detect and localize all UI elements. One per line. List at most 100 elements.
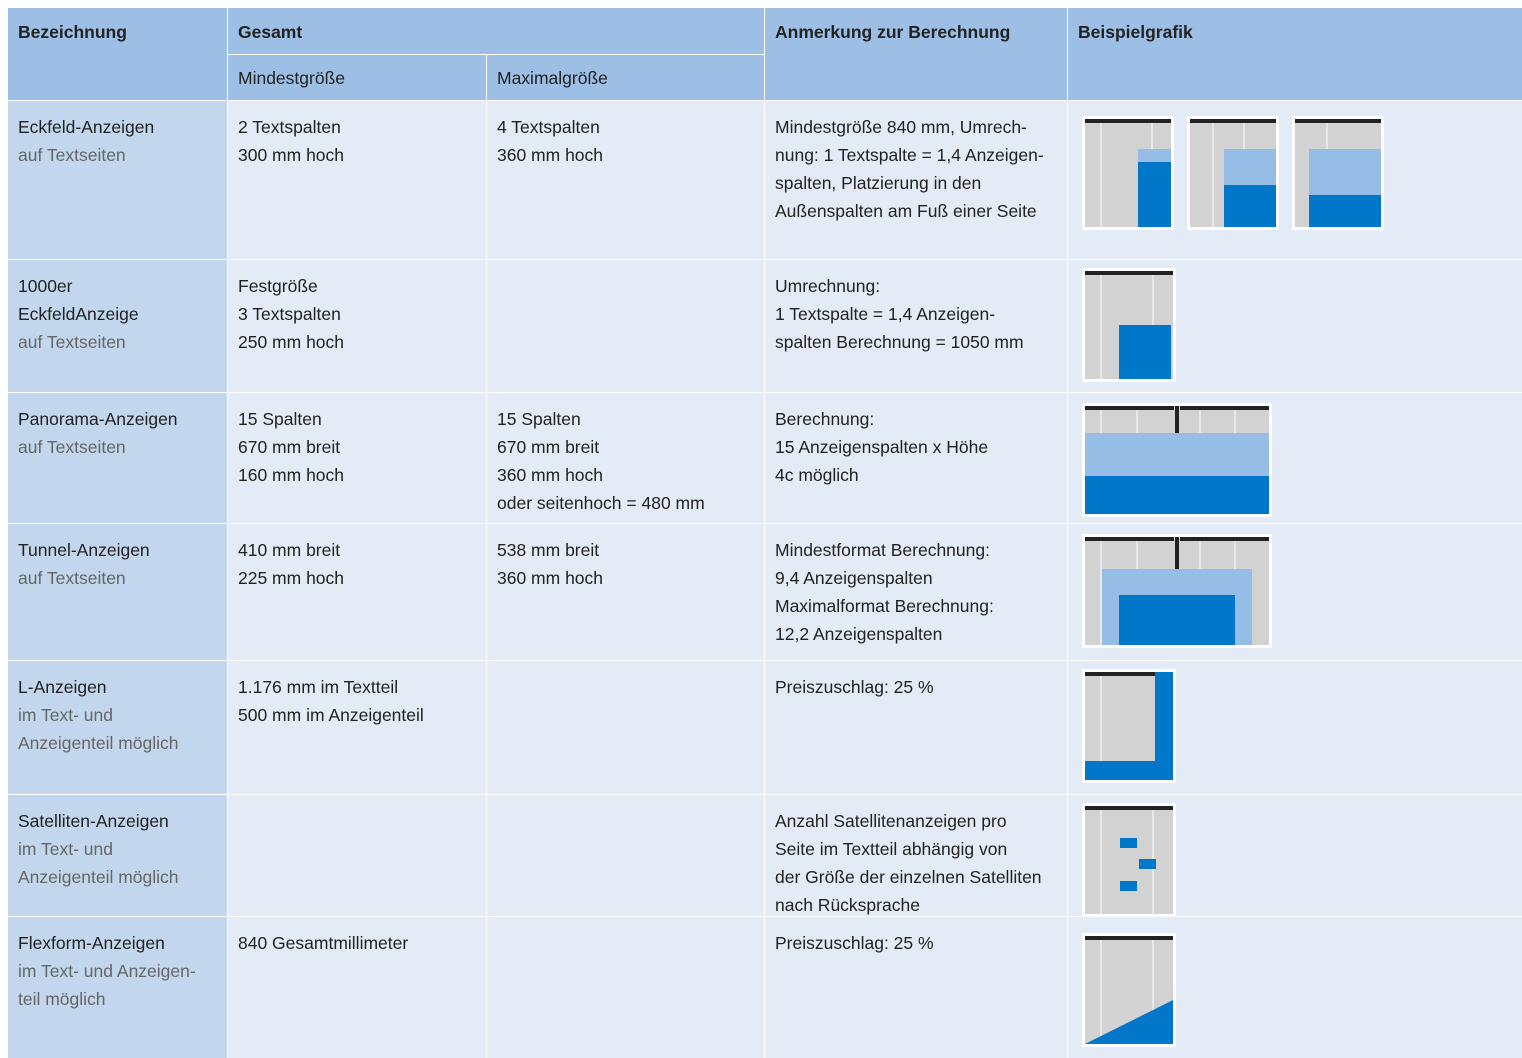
row-subtitle: auf Textseiten <box>18 568 126 588</box>
eckfeld-mid-graphic <box>1186 116 1279 230</box>
max-line: oder seitenhoch = 480 mm <box>497 493 705 513</box>
panorama-graphic <box>1082 403 1272 517</box>
min-line: 500 mm im Anzeigenteil <box>238 705 424 725</box>
note-line: 4c möglich <box>775 465 859 485</box>
min-line: Festgröße <box>238 276 318 296</box>
cell-min: 840 Gesamtmillimeter <box>228 917 486 1058</box>
row-label-panorama: Panorama-Anzeigen auf Textseiten <box>8 393 227 523</box>
row-subtitle: Anzeigenteil möglich <box>18 733 179 753</box>
row-title: Panorama-Anzeigen <box>18 409 178 429</box>
cell-grafik-flexform <box>1068 917 1522 1058</box>
cell-max <box>487 917 764 1058</box>
header-bezeichnung: Bezeichnung <box>8 8 227 100</box>
note-line: Seite im Textteil abhängig von <box>775 839 1008 859</box>
row-subtitle: im Text- und <box>18 705 113 725</box>
row-subtitle: im Text- und Anzeigen- <box>18 961 196 981</box>
row-title: L-Anzeigen <box>18 677 107 697</box>
row-subtitle: im Text- und <box>18 839 113 859</box>
note-line: nach Rücksprache <box>775 895 920 915</box>
note-line: 1 Textspalte = 1,4 Anzeigen- <box>775 304 996 324</box>
row-title: 1000er <box>18 276 73 296</box>
eckfeld-min-graphic <box>1082 116 1174 230</box>
cell-grafik-panorama <box>1068 393 1522 523</box>
note-line: Berechnung: <box>775 409 875 429</box>
min-line: 670 mm breit <box>238 437 341 457</box>
cell-note: Berechnung: 15 Anzeigenspalten x Höhe 4c… <box>765 393 1067 523</box>
eckfeld-max-graphic <box>1291 116 1384 230</box>
cell-max <box>487 661 764 794</box>
min-line: 1.176 mm im Textteil <box>238 677 399 697</box>
max-line: 670 mm breit <box>497 437 600 457</box>
row-label-tunnel: Tunnel-Anzeigen auf Textseiten <box>8 524 227 660</box>
max-line: 4 Textspalten <box>497 117 600 137</box>
cell-min: 15 Spalten 670 mm breit 160 mm hoch <box>228 393 486 523</box>
row-subtitle: auf Textseiten <box>18 332 126 352</box>
note-line: Mindestgröße 840 mm, Umrech- <box>775 117 1027 137</box>
min-line: 410 mm breit <box>238 540 341 560</box>
row-label-1000er: 1000er EckfeldAnzeige auf Textseiten <box>8 260 227 392</box>
note-line: spalten, Platzierung in den <box>775 173 982 193</box>
note-line: Preiszuschlag: 25 % <box>775 677 934 697</box>
min-line: 300 mm hoch <box>238 145 345 165</box>
max-line: 360 mm hoch <box>497 145 604 165</box>
note-line: 12,2 Anzeigenspalten <box>775 624 943 644</box>
row-label-eckfeld: Eckfeld-Anzeigen auf Textseiten <box>8 101 227 259</box>
flexform-graphic <box>1082 933 1176 1047</box>
cell-max: 538 mm breit 360 mm hoch <box>487 524 764 660</box>
cell-note: Mindestgröße 840 mm, Umrech- nung: 1 Tex… <box>765 101 1067 259</box>
row-label-satelliten: Satelliten-Anzeigen im Text- und Anzeige… <box>8 795 227 916</box>
note-line: spalten Berechnung = 1050 mm <box>775 332 1024 352</box>
row-subtitle: auf Textseiten <box>18 145 126 165</box>
cell-note: Anzahl Satellitenanzeigen pro Seite im T… <box>765 795 1067 916</box>
min-line: 840 Gesamtmillimeter <box>238 933 409 953</box>
header-beispielgrafik: Beispielgrafik <box>1068 8 1522 100</box>
row-subtitle: Anzeigenteil möglich <box>18 867 179 887</box>
note-line: nung: 1 Textspalte = 1,4 Anzeigen- <box>775 145 1044 165</box>
note-line: Preiszuschlag: 25 % <box>775 933 934 953</box>
row-subtitle: auf Textseiten <box>18 437 126 457</box>
note-line: Mindestformat Berechnung: <box>775 540 990 560</box>
cell-max <box>487 260 764 392</box>
cell-max: 15 Spalten 670 mm breit 360 mm hoch oder… <box>487 393 764 523</box>
cell-min: Festgröße 3 Textspalten 250 mm hoch <box>228 260 486 392</box>
note-line: der Größe der einzelnen Satelliten <box>775 867 1042 887</box>
max-line: 15 Spalten <box>497 409 581 429</box>
1000er-graphic <box>1082 268 1176 382</box>
note-line: Anzahl Satellitenanzeigen pro <box>775 811 1007 831</box>
cell-note: Umrechnung: 1 Textspalte = 1,4 Anzeigen-… <box>765 260 1067 392</box>
header-maximalgroesse: Maximalgröße <box>487 55 764 100</box>
min-line: 250 mm hoch <box>238 332 345 352</box>
max-line: 360 mm hoch <box>497 568 604 588</box>
note-line: Maximalformat Berechnung: <box>775 596 994 616</box>
min-line: 15 Spalten <box>238 409 322 429</box>
note-line: Außenspalten am Fuß einer Seite <box>775 201 1037 221</box>
note-line: 9,4 Anzeigenspalten <box>775 568 933 588</box>
cell-grafik-tunnel <box>1068 524 1522 660</box>
cell-note: Preiszuschlag: 25 % <box>765 917 1067 1058</box>
row-title: Flexform-Anzeigen <box>18 933 165 953</box>
row-title: Tunnel-Anzeigen <box>18 540 150 560</box>
min-line: 2 Textspalten <box>238 117 341 137</box>
row-subtitle: teil möglich <box>18 989 106 1009</box>
ad-formats-table: Bezeichnung Gesamt Anmerkung zur Berechn… <box>8 8 1522 1058</box>
min-line: 225 mm hoch <box>238 568 345 588</box>
header-anmerkung: Anmerkung zur Berechnung <box>765 8 1067 100</box>
max-line: 538 mm breit <box>497 540 600 560</box>
row-label-flexform: Flexform-Anzeigen im Text- und Anzeigen-… <box>8 917 227 1058</box>
note-line: 15 Anzeigenspalten x Höhe <box>775 437 989 457</box>
cell-min: 410 mm breit 225 mm hoch <box>228 524 486 660</box>
header-mindestgroesse: Mindestgröße <box>228 55 486 100</box>
cell-note: Mindestformat Berechnung: 9,4 Anzeigensp… <box>765 524 1067 660</box>
max-line: 360 mm hoch <box>497 465 604 485</box>
row-label-l-anzeigen: L-Anzeigen im Text- und Anzeigenteil mög… <box>8 661 227 794</box>
header-gesamt: Gesamt <box>228 8 764 54</box>
row-title-2: EckfeldAnzeige <box>18 304 139 324</box>
cell-grafik-eckfeld <box>1068 101 1522 259</box>
row-title: Satelliten-Anzeigen <box>18 811 169 831</box>
row-title: Eckfeld-Anzeigen <box>18 117 155 137</box>
cell-note: Preiszuschlag: 25 % <box>765 661 1067 794</box>
cell-max <box>487 795 764 916</box>
note-line: Umrechnung: <box>775 276 881 296</box>
min-line: 160 mm hoch <box>238 465 345 485</box>
tunnel-graphic <box>1082 534 1272 648</box>
